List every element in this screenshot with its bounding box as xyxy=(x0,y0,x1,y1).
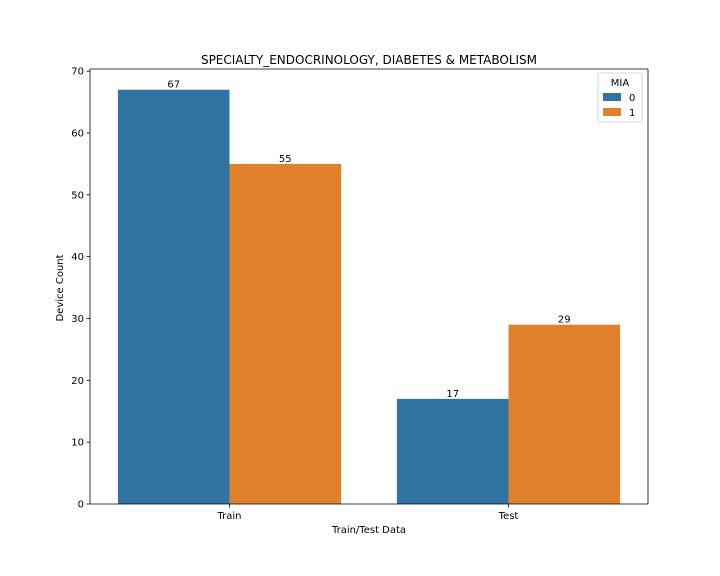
bar-train-mia-1 xyxy=(229,163,342,504)
legend-swatch-1 xyxy=(603,108,621,116)
legend: MIA 0 1 xyxy=(597,72,643,123)
data-label: 17 xyxy=(446,389,459,400)
x-tick-label: Train xyxy=(217,511,242,522)
y-tick-label: 0 xyxy=(78,500,84,511)
y-tick-label: 10 xyxy=(71,438,84,449)
bar-train-mia-0 xyxy=(117,89,230,504)
y-tick-label: 60 xyxy=(71,128,84,139)
y-tick-label: 30 xyxy=(71,314,84,325)
legend-title: MIA xyxy=(611,78,630,89)
y-axis-label: Device Count xyxy=(55,254,66,321)
data-label: 67 xyxy=(167,80,180,91)
data-label: 55 xyxy=(279,154,292,165)
legend-swatch-0 xyxy=(603,93,621,101)
chart-title: SPECIALTY_ENDOCRINOLOGY, DIABETES & META… xyxy=(201,53,537,67)
legend-label-1: 1 xyxy=(629,108,635,119)
y-tick-label: 20 xyxy=(71,376,84,387)
y-tick-label: 40 xyxy=(71,252,84,263)
y-tick-label: 70 xyxy=(71,67,84,78)
bar-test-mia-1 xyxy=(508,324,621,504)
data-label: 29 xyxy=(558,315,571,326)
x-axis-label: Train/Test Data xyxy=(331,525,406,536)
bar-test-mia-0 xyxy=(396,398,509,504)
y-tick-label: 50 xyxy=(71,190,84,201)
x-tick-label: Test xyxy=(498,511,519,522)
legend-label-0: 0 xyxy=(629,93,635,104)
